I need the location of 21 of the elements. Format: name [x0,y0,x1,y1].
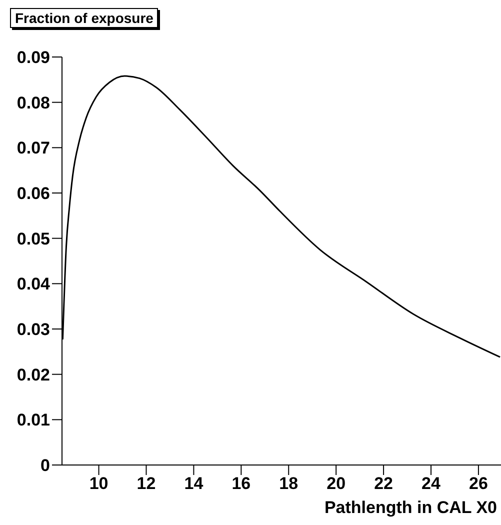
x-tick-label: 16 [232,474,251,494]
x-tick-label: 14 [184,474,204,494]
y-tick-label: 0.03 [16,320,50,340]
x-tick-label: 22 [374,474,393,494]
y-tick-label: 0.05 [16,229,50,248]
y-tick-label: 0.02 [16,365,50,384]
y-tick-label: 0.04 [16,274,51,294]
x-tick-label: 12 [136,474,156,494]
x-tick-label: 24 [422,474,441,494]
x-tick-label: 10 [89,474,108,494]
y-tick-label: 0.06 [16,184,50,204]
x-tick-label: 18 [279,474,298,494]
y-tick-label: 0.09 [16,48,50,68]
x-tick-label: 26 [468,474,488,494]
y-tick-label: 0.01 [16,410,50,430]
chart-title: Fraction of exposure [10,8,158,28]
x-tick-label: 20 [326,474,346,494]
y-tick-label: 0.07 [16,138,50,158]
y-tick-label: 0 [40,456,50,476]
x-axis-title: Pathlength in CAL X0 [324,498,497,517]
y-tick-label: 0.08 [16,93,50,112]
